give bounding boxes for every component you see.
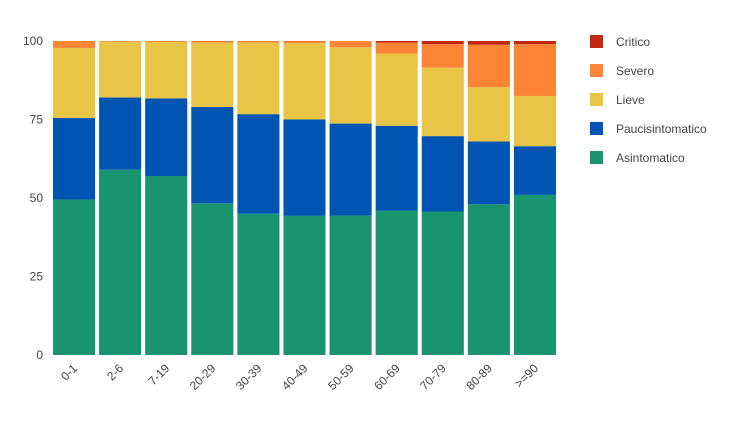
bar-segment-severo[interactable]	[283, 41, 325, 43]
legend-swatch	[590, 151, 603, 164]
y-axis: 0 25 50 75 100	[23, 34, 43, 362]
legend-label: Asintomatico	[616, 151, 685, 165]
legend-item[interactable]: Paucisintomatico	[590, 122, 707, 136]
x-tick-label: 2-6	[104, 361, 126, 383]
bar-segment-lieve[interactable]	[514, 96, 556, 146]
bar-segment-severo[interactable]	[514, 44, 556, 96]
y-tick-label: 50	[30, 191, 44, 205]
bar-segment-asintomatico[interactable]	[53, 200, 95, 355]
bar-segment-asintomatico[interactable]	[191, 203, 233, 355]
bar-segment-severo[interactable]	[53, 41, 95, 48]
x-axis: 0-1 2-6 7-19 20-29 30-39 40-49 50-59 60-69 70-79…	[58, 361, 541, 393]
bar-segment-critico[interactable]	[514, 41, 556, 44]
bar-segment-critico[interactable]	[376, 41, 418, 43]
bar-segment-severo[interactable]	[237, 41, 279, 43]
x-tick-label: 70-79	[417, 361, 449, 393]
bar-segment-lieve[interactable]	[468, 87, 510, 141]
x-tick-label: 60-69	[371, 361, 403, 393]
bar-segment-asintomatico[interactable]	[237, 214, 279, 355]
bar-segment-severo[interactable]	[330, 41, 372, 47]
bar-segment-critico[interactable]	[468, 41, 510, 45]
bar-segment-asintomatico[interactable]	[99, 170, 141, 355]
x-tick-label: 30-39	[233, 361, 265, 393]
bar-segment-asintomatico[interactable]	[145, 176, 187, 355]
x-tick-label: 80-89	[463, 361, 495, 393]
legend-label: Critico	[616, 35, 650, 49]
legend-item[interactable]: Critico	[590, 35, 650, 49]
legend-label: Lieve	[616, 93, 645, 107]
x-tick-label: 20-29	[187, 361, 219, 393]
x-tick-label: >=90	[512, 361, 541, 390]
x-tick-label: 7-19	[145, 361, 172, 388]
bar-segment-lieve[interactable]	[53, 48, 95, 118]
bar-segment-asintomatico[interactable]	[330, 216, 372, 355]
bar-segment-asintomatico[interactable]	[468, 204, 510, 355]
bar-segment-severo[interactable]	[376, 43, 418, 54]
bar-segment-paucisintomatico[interactable]	[53, 118, 95, 200]
bar-segment-asintomatico[interactable]	[422, 212, 464, 356]
legend-label: Paucisintomatico	[616, 122, 707, 136]
bar-segment-severo[interactable]	[468, 45, 510, 87]
legend-label: Severo	[616, 64, 654, 78]
legend-swatch	[590, 64, 603, 77]
bar-segment-lieve[interactable]	[237, 43, 279, 115]
bar-segment-severo[interactable]	[99, 41, 141, 42]
bar-segment-paucisintomatico[interactable]	[514, 146, 556, 195]
legend-item[interactable]: Severo	[590, 64, 654, 78]
bar-segment-lieve[interactable]	[145, 42, 187, 99]
bar-segment-severo[interactable]	[191, 41, 233, 42]
legend-swatch	[590, 122, 603, 135]
bar-segment-paucisintomatico[interactable]	[422, 136, 464, 211]
bar-segment-paucisintomatico[interactable]	[283, 120, 325, 216]
bar-segment-paucisintomatico[interactable]	[376, 126, 418, 211]
bar-segment-paucisintomatico[interactable]	[237, 114, 279, 214]
bars-group	[53, 41, 556, 355]
legend-swatch	[590, 35, 603, 48]
y-tick-label: 100	[23, 34, 43, 48]
y-tick-label: 75	[30, 113, 44, 127]
bar-segment-lieve[interactable]	[99, 42, 141, 98]
bar-segment-severo[interactable]	[145, 41, 187, 42]
bar-segment-asintomatico[interactable]	[376, 211, 418, 355]
bar-segment-lieve[interactable]	[422, 68, 464, 136]
bar-segment-lieve[interactable]	[376, 54, 418, 126]
bar-segment-paucisintomatico[interactable]	[145, 98, 187, 176]
y-tick-label: 25	[30, 270, 44, 284]
legend-swatch	[590, 93, 603, 106]
bar-segment-severo[interactable]	[422, 44, 464, 68]
bar-segment-asintomatico[interactable]	[514, 195, 556, 355]
bar-segment-lieve[interactable]	[330, 47, 372, 123]
y-tick-label: 0	[36, 348, 43, 362]
legend-item[interactable]: Lieve	[590, 93, 645, 107]
bar-segment-paucisintomatico[interactable]	[468, 141, 510, 204]
bar-segment-lieve[interactable]	[283, 43, 325, 119]
legend: Critico Severo Lieve Paucisintomatico Asinto…	[590, 35, 707, 165]
bar-segment-critico[interactable]	[422, 41, 464, 44]
legend-item[interactable]: Asintomatico	[590, 151, 685, 165]
bar-segment-lieve[interactable]	[191, 43, 233, 107]
x-tick-label: 40-49	[279, 361, 311, 393]
x-tick-label: 50-59	[325, 361, 357, 393]
bar-segment-asintomatico[interactable]	[283, 216, 325, 355]
bar-segment-paucisintomatico[interactable]	[330, 124, 372, 216]
bar-segment-paucisintomatico[interactable]	[99, 98, 141, 170]
x-tick-label: 0-1	[58, 361, 80, 383]
bar-segment-paucisintomatico[interactable]	[191, 107, 233, 203]
